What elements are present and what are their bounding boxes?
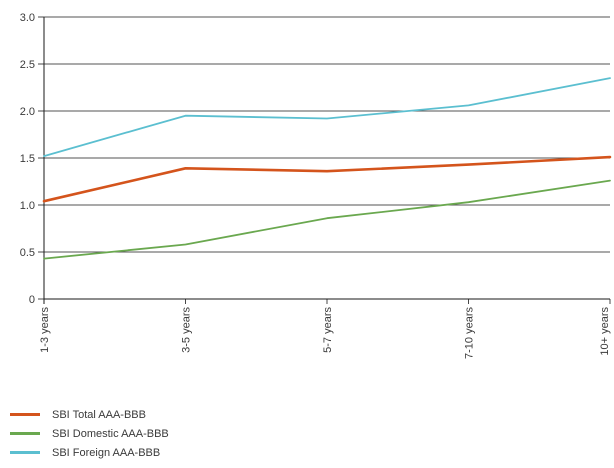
x-tick-label-0: 1-3 years xyxy=(39,307,51,353)
y-tick-label-3: 1.5 xyxy=(20,153,35,165)
legend-item-domestic: SBI Domestic AAA-BBB xyxy=(10,424,169,443)
legend-label-domestic: SBI Domestic AAA-BBB xyxy=(52,427,169,440)
legend-label-total: SBI Total AAA-BBB xyxy=(52,408,146,421)
x-tick-label-4: 10+ years xyxy=(599,307,611,356)
legend: SBI Total AAA-BBB SBI Domestic AAA-BBB S… xyxy=(10,405,169,462)
legend-swatch-total xyxy=(10,413,40,416)
y-tick-label-0: 0 xyxy=(29,294,35,306)
legend-item-total: SBI Total AAA-BBB xyxy=(10,405,169,424)
legend-swatch-domestic xyxy=(10,432,40,435)
legend-item-foreign: SBI Foreign AAA-BBB xyxy=(10,443,169,462)
x-tick-label-1: 3-5 years xyxy=(181,307,193,353)
line-chart: 0 0.5 1.0 1.5 2.0 2.5 3.0 1-3 years 3-5 years 5-7… xyxy=(20,12,612,359)
y-tick-label-2: 1.0 xyxy=(20,200,35,212)
y-tick-label-6: 3.0 xyxy=(20,12,35,24)
x-tick-label-3: 7-10 years xyxy=(464,307,476,359)
y-tick-label-5: 2.5 xyxy=(20,59,35,71)
series-line-2 xyxy=(43,77,611,158)
x-tick-label-2: 5-7 years xyxy=(322,307,334,353)
legend-label-foreign: SBI Foreign AAA-BBB xyxy=(52,446,161,459)
series-line-0 xyxy=(42,155,612,203)
series-line-1 xyxy=(43,179,611,260)
y-tick-label-1: 0.5 xyxy=(20,247,35,259)
y-tick-label-4: 2.0 xyxy=(20,106,35,118)
legend-swatch-foreign xyxy=(10,451,40,454)
